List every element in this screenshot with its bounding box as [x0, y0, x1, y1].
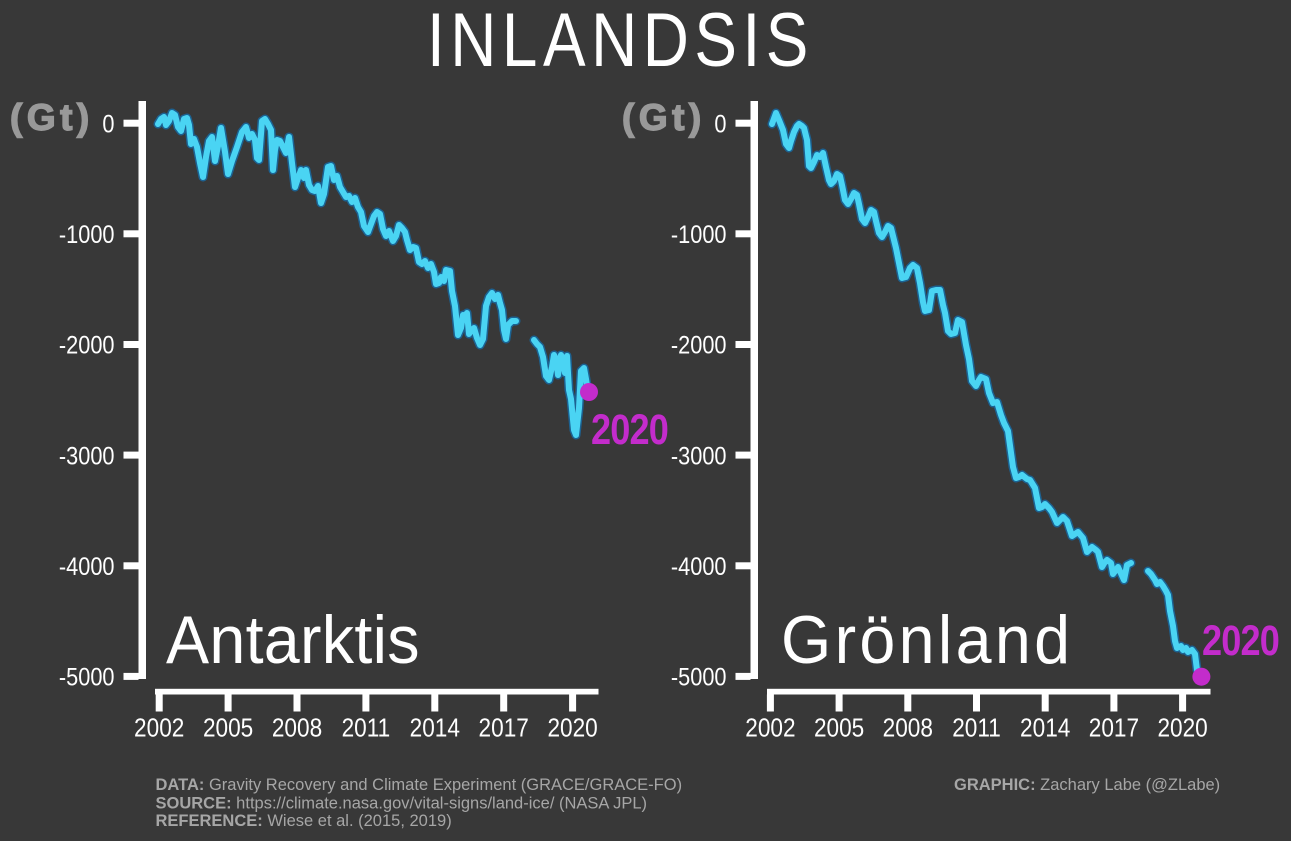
svg-text:Antarktis: Antarktis — [166, 603, 420, 679]
svg-text:INLANDSIS: INLANDSIS — [427, 0, 814, 82]
svg-text:2011: 2011 — [952, 714, 1001, 743]
svg-text:-4000: -4000 — [671, 553, 727, 581]
svg-text:(Gt): (Gt) — [10, 97, 94, 138]
svg-text:0: 0 — [714, 110, 726, 138]
svg-text:2014: 2014 — [410, 714, 460, 743]
svg-text:-2000: -2000 — [59, 331, 115, 359]
svg-text:-5000: -5000 — [59, 663, 115, 691]
svg-text:2005: 2005 — [814, 714, 864, 743]
svg-text:2008: 2008 — [272, 714, 322, 743]
svg-text:GRAPHIC: Zachary Labe (@ZLabe): GRAPHIC: Zachary Labe (@ZLabe) — [954, 776, 1220, 794]
svg-text:DATA: Gravity Recovery and Cli: DATA: Gravity Recovery and Climate Exper… — [156, 776, 683, 794]
svg-text:2008: 2008 — [883, 714, 933, 743]
svg-text:REFERENCE: Wiese et al. (2015,: REFERENCE: Wiese et al. (2015, 2019) — [156, 812, 452, 830]
svg-text:Grönland: Grönland — [781, 603, 1073, 679]
svg-text:2005: 2005 — [203, 714, 253, 743]
svg-text:2020: 2020 — [1157, 714, 1207, 743]
svg-text:2014: 2014 — [1020, 714, 1070, 743]
svg-text:2020: 2020 — [547, 714, 597, 743]
svg-text:2020: 2020 — [591, 406, 668, 454]
svg-text:2017: 2017 — [1089, 714, 1139, 743]
svg-text:2020: 2020 — [1202, 617, 1279, 665]
svg-text:-3000: -3000 — [59, 442, 115, 470]
svg-text:SOURCE: https://climate.nasa.g: SOURCE: https://climate.nasa.gov/vital-s… — [156, 794, 648, 812]
svg-text:-1000: -1000 — [671, 221, 727, 249]
svg-text:2002: 2002 — [134, 714, 184, 743]
svg-text:2002: 2002 — [745, 714, 795, 743]
svg-text:-4000: -4000 — [59, 553, 115, 581]
svg-text:-3000: -3000 — [671, 442, 727, 470]
svg-text:-5000: -5000 — [671, 663, 727, 691]
svg-text:0: 0 — [102, 110, 114, 138]
svg-text:-2000: -2000 — [671, 331, 727, 359]
svg-text:2011: 2011 — [342, 714, 391, 743]
svg-text:(Gt): (Gt) — [622, 97, 706, 138]
svg-text:2017: 2017 — [479, 714, 529, 743]
svg-text:-1000: -1000 — [59, 221, 115, 249]
